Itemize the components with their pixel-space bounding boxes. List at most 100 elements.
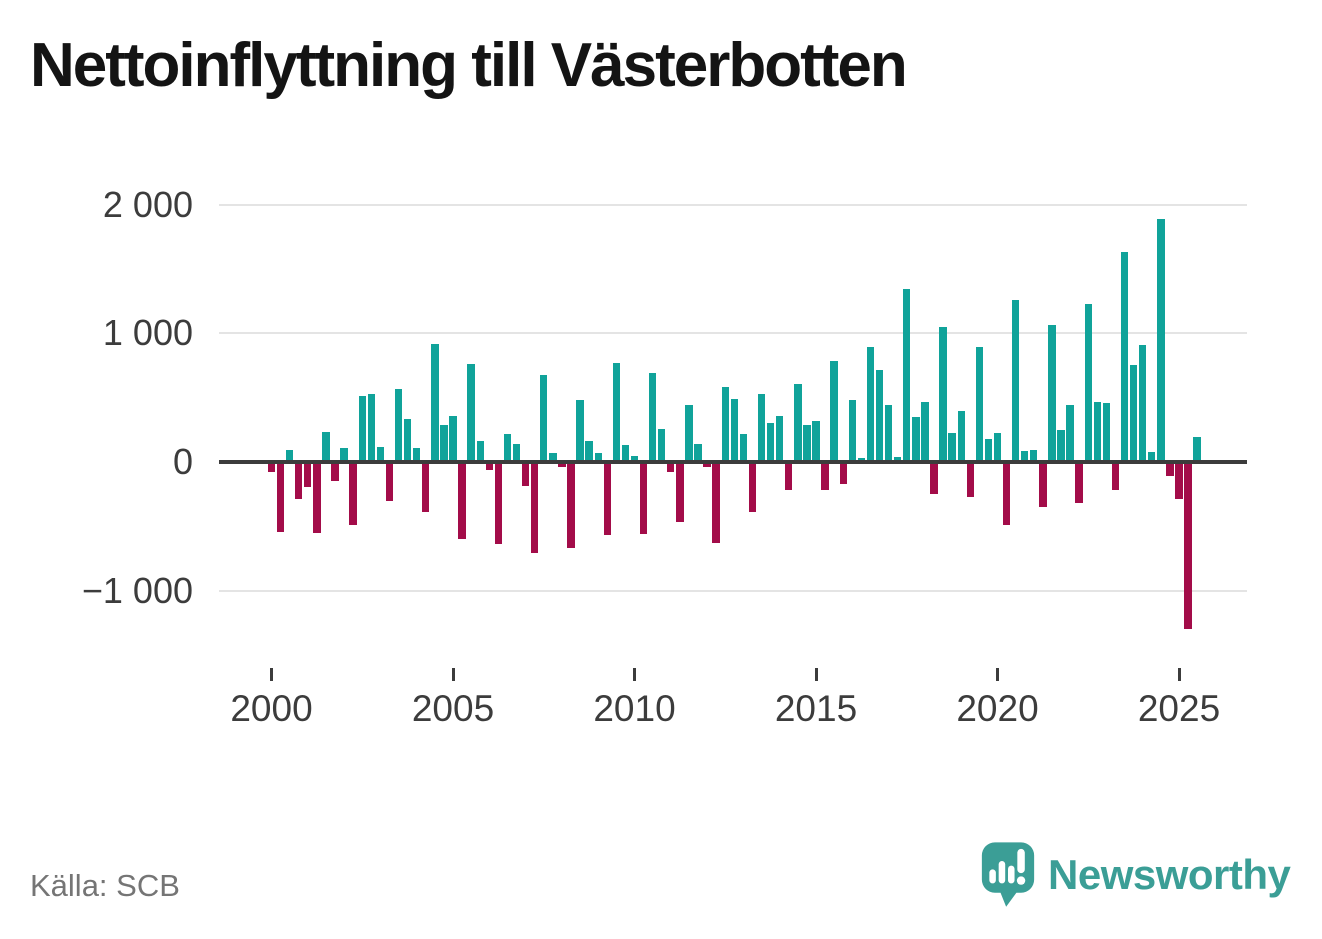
- bar-2003-q2: [385, 462, 394, 501]
- bar-2003-q3: [394, 388, 403, 464]
- bar-2002-q3: [358, 395, 366, 464]
- logo-bar-medium: [1008, 865, 1015, 884]
- x-axis-label-2025: 2025: [1137, 688, 1221, 729]
- bar-2015-q4: [839, 462, 847, 484]
- bar-2024-q2: [1148, 451, 1156, 464]
- bar-2016-q4: [875, 369, 884, 464]
- bar-2019-q4: [984, 439, 993, 464]
- x-axis-tick-2015: [814, 668, 818, 681]
- chart-title: Nettoinflyttning till Västerbotten: [30, 31, 908, 100]
- bar-2018-q3: [939, 326, 947, 464]
- bar-2012-q1: [703, 462, 711, 467]
- bar-2002-q1: [340, 447, 348, 464]
- x-axis-tick-2000: [270, 668, 273, 681]
- bar-2014-q1: [776, 415, 784, 464]
- x-axis-tick-2010: [633, 668, 636, 681]
- bar-2009-q1: [594, 452, 602, 464]
- bar-2013-q1: [739, 434, 748, 464]
- bar-2011-q3: [685, 404, 693, 464]
- bar-2017-q4: [912, 416, 920, 464]
- bar-2006-q2: [494, 462, 503, 545]
- bar-2012-q3: [721, 386, 729, 464]
- bar-2007-q1: [521, 462, 530, 487]
- logo-exclamation-bar: [1017, 848, 1025, 874]
- bar-2018-q4: [948, 433, 956, 464]
- bar-2025-q2: [1184, 462, 1192, 630]
- bar-2011-q2: [676, 462, 684, 523]
- bar-2020-q3: [1011, 300, 1020, 464]
- bar-2012-q2: [712, 462, 720, 544]
- x-axis-tick-2020: [996, 668, 999, 681]
- bar-2024-q1: [1139, 344, 1147, 464]
- bar-2017-q1: [884, 404, 893, 464]
- bar-2013-q2: [748, 462, 757, 513]
- bar-2016-q3: [866, 347, 875, 464]
- bar-2000-q1: [267, 462, 276, 472]
- y-axis-label--1000: −1 000: [81, 569, 193, 611]
- bar-2001-q1: [304, 462, 312, 488]
- logo-bar-tall: [998, 861, 1006, 884]
- bar-2018-q2: [930, 462, 938, 494]
- x-axis-tick-2025: [1177, 668, 1181, 681]
- gridline-1000: [219, 332, 1247, 335]
- x-axis-label-2005: 2005: [411, 688, 495, 729]
- y-axis-label-2000: 2 000: [102, 183, 193, 225]
- bar-2022-q2: [1075, 462, 1083, 503]
- bar-2007-q2: [530, 462, 539, 554]
- bar-2021-q4: [1057, 429, 1065, 464]
- bar-2011-q4: [694, 443, 702, 464]
- bar-2014-q2: [785, 462, 793, 490]
- bar-2000-q3: [285, 449, 294, 464]
- bar-2022-q3: [1084, 304, 1092, 464]
- newsworthy-logo: Newsworthy: [980, 840, 1291, 910]
- bar-2012-q4: [730, 398, 739, 464]
- bar-2009-q3: [612, 362, 621, 464]
- bar-2008-q2: [567, 462, 575, 548]
- bar-2001-q3: [322, 432, 330, 464]
- bar-2010-q3: [648, 372, 657, 464]
- bar-2023-q2: [1111, 462, 1120, 490]
- x-axis-label-2010: 2010: [593, 688, 676, 729]
- bar-2020-q4: [1021, 451, 1029, 464]
- x-axis-tick-2005: [451, 668, 455, 681]
- bar-2024-q4: [1166, 462, 1174, 477]
- bar-2017-q3: [903, 288, 911, 464]
- bar-2008-q1: [558, 462, 566, 467]
- bar-2007-q4: [549, 452, 557, 464]
- bar-2013-q4: [766, 422, 775, 464]
- bar-2002-q4: [367, 394, 376, 464]
- bar-2014-q3: [794, 384, 802, 464]
- y-axis-label-1000: 1 000: [102, 312, 193, 354]
- bar-2002-q2: [349, 462, 357, 526]
- bar-2025-q3: [1193, 436, 1201, 464]
- bar-2001-q4: [331, 462, 339, 482]
- x-axis-label-2015: 2015: [774, 688, 858, 729]
- gridline--1000: [219, 589, 1247, 592]
- bar-2023-q4: [1129, 365, 1138, 464]
- bar-2018-q1: [921, 402, 929, 464]
- bar-2021-q3: [1048, 324, 1056, 464]
- bar-2020-q2: [1002, 462, 1011, 526]
- bar-2021-q2: [1039, 462, 1047, 508]
- bar-2006-q1: [485, 462, 493, 471]
- bar-2015-q1: [812, 420, 820, 464]
- bar-2023-q1: [1102, 402, 1111, 464]
- bar-2004-q3: [431, 343, 439, 464]
- bar-2013-q3: [757, 393, 766, 464]
- bar-2020-q1: [993, 433, 1002, 464]
- bar-2001-q2: [313, 462, 321, 534]
- bar-2007-q3: [540, 375, 548, 464]
- x-axis-label-2000: 2000: [230, 688, 313, 729]
- bar-2024-q3: [1157, 218, 1165, 464]
- bar-2009-q2: [603, 462, 611, 535]
- newsworthy-wordmark: Newsworthy: [1048, 851, 1291, 898]
- bar-2025-q1: [1175, 462, 1183, 499]
- logo-bar-small: [989, 869, 996, 884]
- bar-2014-q4: [803, 425, 811, 464]
- bar-2022-q1: [1066, 405, 1074, 464]
- bar-2005-q2: [458, 462, 466, 539]
- logo-exclamation-dot: [1016, 876, 1026, 885]
- bar-2004-q1: [413, 448, 421, 464]
